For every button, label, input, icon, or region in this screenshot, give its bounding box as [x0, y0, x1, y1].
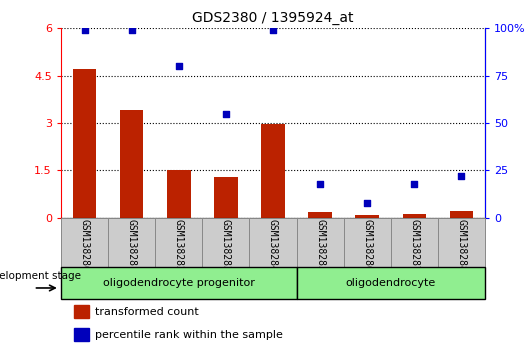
Text: GSM138288: GSM138288	[456, 219, 466, 272]
Bar	[167, 170, 190, 218]
Bar	[74, 306, 89, 318]
Text: development stage: development stage	[0, 271, 81, 281]
Bar	[202, 218, 250, 267]
Text: GSM138281: GSM138281	[127, 219, 137, 272]
Text: GSM138286: GSM138286	[362, 219, 372, 272]
Bar	[308, 212, 332, 218]
Text: GSM138282: GSM138282	[174, 219, 184, 272]
Bar	[438, 218, 485, 267]
Text: oligodendrocyte progenitor: oligodendrocyte progenitor	[103, 278, 255, 288]
Bar	[296, 218, 343, 267]
Text: GSM138283: GSM138283	[221, 219, 231, 272]
Text: GSM138284: GSM138284	[268, 219, 278, 272]
Bar	[356, 215, 379, 218]
Text: GSM138280: GSM138280	[80, 219, 90, 272]
Bar	[250, 218, 296, 267]
Point	[410, 181, 419, 187]
Text: GSM138287: GSM138287	[409, 219, 419, 272]
Bar	[296, 267, 485, 299]
Bar	[402, 214, 426, 218]
Bar	[449, 211, 473, 218]
Text: GSM138285: GSM138285	[315, 219, 325, 272]
Bar	[73, 69, 96, 218]
Bar	[74, 329, 89, 341]
Bar	[261, 124, 285, 218]
Point	[174, 63, 183, 69]
Text: transformed count: transformed count	[95, 307, 199, 317]
Bar	[343, 218, 391, 267]
Bar	[391, 218, 438, 267]
Bar	[61, 218, 108, 267]
Bar	[120, 110, 144, 218]
Bar	[214, 177, 237, 218]
Bar	[61, 267, 296, 299]
Bar	[108, 218, 155, 267]
Text: percentile rank within the sample: percentile rank within the sample	[95, 330, 282, 340]
Point	[127, 27, 136, 33]
Point	[457, 173, 466, 179]
Text: oligodendrocyte: oligodendrocyte	[346, 278, 436, 288]
Point	[222, 111, 230, 116]
Bar	[155, 218, 202, 267]
Point	[363, 200, 372, 205]
Point	[269, 27, 277, 33]
Point	[80, 27, 89, 33]
Title: GDS2380 / 1395924_at: GDS2380 / 1395924_at	[192, 11, 354, 24]
Point	[316, 181, 324, 187]
